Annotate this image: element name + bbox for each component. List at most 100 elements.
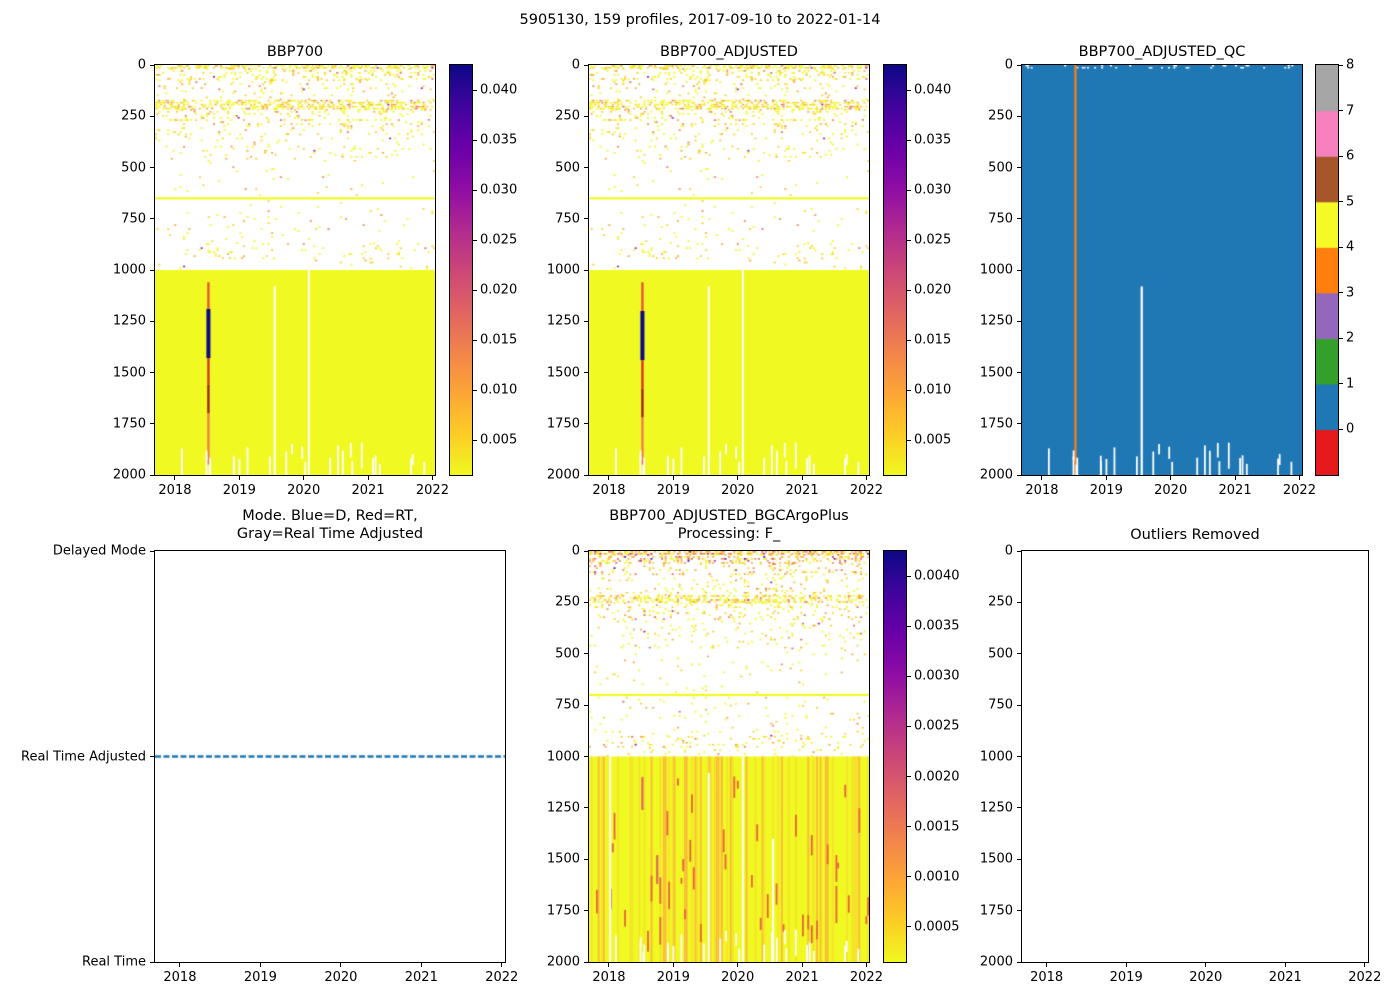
y-tick-label: 250 bbox=[555, 594, 580, 610]
plot-area-outliers_removed bbox=[1021, 550, 1369, 963]
colorbar-tick bbox=[473, 439, 477, 441]
y-tick-label: 1750 bbox=[546, 903, 580, 919]
y-tick bbox=[584, 858, 588, 860]
x-tick-label: 2020 bbox=[287, 483, 321, 498]
colorbar-tick bbox=[473, 289, 477, 291]
x-tick bbox=[238, 476, 240, 480]
y-tick-label: Real Time Adjusted bbox=[21, 749, 146, 764]
y-tick bbox=[150, 167, 154, 168]
y-tick-label: 1500 bbox=[546, 365, 580, 380]
colorbar-tick-label: 0.015 bbox=[914, 332, 952, 348]
plot-area-bbp700_adjusted bbox=[588, 64, 870, 476]
y-tick-label: 250 bbox=[988, 594, 1013, 610]
y-tick-label: 1500 bbox=[979, 851, 1013, 867]
colorbar-tick bbox=[1339, 246, 1343, 248]
colorbar-tick-label: 0.0010 bbox=[914, 869, 960, 885]
x-tick-label: 2019 bbox=[1089, 483, 1123, 498]
colorbar-tick-label: 1 bbox=[1346, 376, 1355, 392]
x-tick-label: 2021 bbox=[1218, 483, 1252, 498]
y-tick-label: 750 bbox=[988, 211, 1013, 227]
y-tick bbox=[584, 961, 588, 963]
y-tick bbox=[1017, 115, 1021, 117]
x-tick-label: 2022 bbox=[1348, 970, 1382, 985]
y-tick bbox=[1017, 474, 1021, 476]
x-tick bbox=[431, 476, 433, 480]
x-tick-label: 2018 bbox=[592, 970, 626, 985]
y-tick-label: 750 bbox=[121, 211, 146, 227]
colorbar-tick-label: 0.020 bbox=[914, 282, 952, 298]
colorbar-tick bbox=[473, 139, 477, 141]
colorbar-tick-label: 0.0025 bbox=[914, 718, 960, 734]
y-tick-label: 2000 bbox=[979, 954, 1013, 970]
y-tick-label: 1000 bbox=[979, 749, 1013, 764]
y-tick bbox=[584, 372, 588, 373]
x-tick bbox=[1046, 963, 1048, 967]
y-tick bbox=[1017, 320, 1021, 322]
colorbar-tick-label: 2 bbox=[1346, 330, 1355, 346]
y-tick-label: 1250 bbox=[979, 313, 1013, 329]
y-tick bbox=[1017, 218, 1021, 220]
x-tick-label: 2021 bbox=[785, 483, 819, 498]
colorbar-tick bbox=[1339, 64, 1343, 66]
y-tick-label: 1250 bbox=[546, 313, 580, 329]
y-tick bbox=[1017, 64, 1021, 66]
plot-area-bbp700 bbox=[154, 64, 436, 476]
x-tick bbox=[420, 963, 422, 967]
colorbar-tick bbox=[907, 439, 911, 441]
y-tick-label: 1250 bbox=[546, 800, 580, 816]
colorbar-tick bbox=[1339, 428, 1343, 430]
x-tick bbox=[1105, 476, 1107, 480]
y-tick bbox=[1017, 756, 1021, 757]
y-tick-label: Delayed Mode bbox=[52, 543, 146, 559]
y-tick bbox=[150, 218, 154, 220]
y-tick-label: 1750 bbox=[546, 416, 580, 432]
x-tick bbox=[1298, 476, 1300, 480]
x-tick bbox=[179, 963, 181, 967]
y-tick-label: 500 bbox=[555, 160, 580, 175]
colorbar-tick-label: 0.015 bbox=[480, 332, 518, 348]
x-tick-label: 2020 bbox=[721, 483, 755, 498]
y-tick-label: Real Time bbox=[82, 954, 146, 970]
colorbar-tick bbox=[473, 239, 477, 241]
x-tick-label: 2019 bbox=[656, 970, 690, 985]
colorbar-canvas-bbp700 bbox=[450, 65, 472, 475]
colorbar-tick-label: 4 bbox=[1346, 239, 1355, 255]
colorbar-tick-label: 0 bbox=[1346, 421, 1355, 437]
x-tick bbox=[865, 476, 867, 480]
y-tick-label: 0 bbox=[1004, 543, 1013, 559]
x-tick-label: 2018 bbox=[1030, 970, 1064, 985]
x-tick-label: 2020 bbox=[1154, 483, 1188, 498]
colorbar-tick-label: 6 bbox=[1346, 148, 1355, 164]
colorbar-tick-label: 0.0040 bbox=[914, 568, 960, 584]
colorbar-tick bbox=[1339, 201, 1343, 203]
colorbar-tick-label: 0.040 bbox=[480, 82, 518, 98]
colorbar-tick bbox=[1339, 383, 1343, 385]
colorbar-tick bbox=[907, 776, 911, 778]
colorbar-tick bbox=[473, 339, 477, 341]
colorbar-tick bbox=[907, 926, 911, 928]
y-tick bbox=[150, 320, 154, 322]
x-tick-label: 2020 bbox=[1189, 970, 1223, 985]
y-tick-label: 250 bbox=[121, 108, 146, 124]
y-tick-label: 2000 bbox=[546, 467, 580, 483]
y-tick bbox=[584, 550, 588, 552]
y-tick bbox=[584, 910, 588, 912]
y-tick bbox=[1017, 550, 1021, 552]
y-tick bbox=[584, 115, 588, 117]
y-tick bbox=[1017, 167, 1021, 168]
colorbar-tick-label: 0.030 bbox=[914, 182, 952, 198]
y-tick bbox=[584, 601, 588, 603]
y-tick-label: 500 bbox=[988, 160, 1013, 175]
plot-area-bbp700_adjusted_bgcargoplus bbox=[588, 550, 870, 963]
colorbar-tick bbox=[1339, 110, 1343, 112]
y-tick bbox=[1017, 423, 1021, 425]
colorbar-tick-label: 0.010 bbox=[914, 382, 952, 398]
y-tick bbox=[1017, 601, 1021, 603]
colorbar-tick bbox=[1339, 292, 1343, 294]
x-tick bbox=[303, 476, 305, 480]
colorbar-tick bbox=[907, 625, 911, 627]
x-tick-label: 2021 bbox=[1268, 970, 1302, 985]
x-tick-label: 2018 bbox=[158, 483, 192, 498]
colorbar-tick-label: 0.035 bbox=[480, 132, 518, 148]
